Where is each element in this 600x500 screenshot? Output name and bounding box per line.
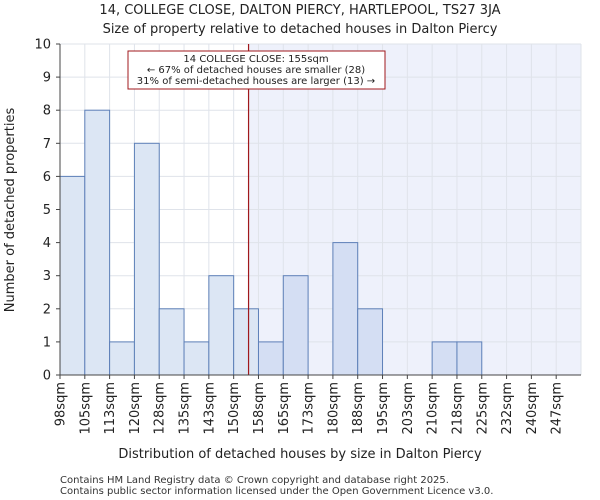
y-tick-label: 2 (43, 302, 51, 317)
annotation-border (127, 50, 386, 90)
x-tick-label: 165sqm (277, 382, 292, 435)
bar-120sqm (133, 142, 160, 376)
annotation-box: 14 COLLEGE CLOSE: 155sqm ← 67% of detach… (127, 50, 386, 90)
bar-143sqm (208, 275, 235, 376)
x-tick-label: 150sqm (227, 382, 242, 435)
bar-210sqm (431, 341, 458, 376)
bar-165sqm (282, 275, 309, 376)
x-tick-label: 218sqm (450, 382, 465, 435)
x-tick-labels: 98sqm 105sqm 113sqm 120sqm 128sqm 135sqm 143sq… (54, 375, 565, 435)
x-tick-label: 203sqm (401, 382, 416, 435)
x-tick-label: 105sqm (78, 382, 93, 435)
bar-158sqm (257, 341, 284, 376)
y-tick-label: 0 (43, 369, 51, 384)
x-axis-label: Distribution of detached houses by size … (118, 447, 482, 462)
x-tick-label: 180sqm (326, 382, 341, 435)
x-tick-label: 158sqm (252, 382, 267, 435)
x-tick-label: 247sqm (550, 382, 565, 435)
y-tick-label: 10 (34, 38, 51, 53)
bar-113sqm (109, 341, 135, 376)
annotation-line-3: 31% of semi-detached houses are larger (… (137, 76, 375, 87)
x-tick-label: 240sqm (525, 382, 540, 435)
bar-150sqm (233, 308, 259, 376)
x-tick-label: 225sqm (475, 382, 490, 435)
bar-105sqm (84, 109, 111, 376)
annotation-line-1: 14 COLLEGE CLOSE: 155sqm (183, 54, 328, 65)
bars (59, 109, 483, 376)
y-tick-label: 1 (43, 335, 51, 350)
y-tick-label: 4 (43, 236, 51, 251)
x-tick-label: 98sqm (54, 382, 69, 426)
chart-subtitle: Size of property relative to detached ho… (103, 22, 498, 37)
bar-135sqm (183, 341, 210, 376)
bar-218sqm (456, 341, 483, 376)
x-tick-label: 188sqm (351, 382, 366, 435)
annotation-line-2: ← 67% of detached houses are smaller (28… (147, 65, 365, 76)
chart-title: 14, COLLEGE CLOSE, DALTON PIERCY, HARTLE… (99, 3, 500, 18)
bar-180sqm (332, 242, 359, 376)
x-tick-label: 143sqm (202, 382, 217, 435)
x-tick-label: 113sqm (103, 382, 118, 435)
y-tick-label: 5 (43, 203, 51, 218)
y-axis-label: Number of detached properties (3, 108, 18, 313)
bar-98sqm (59, 175, 86, 376)
y-tick-labels: 0 1 2 3 4 5 6 7 8 9 10 (34, 38, 60, 384)
footer-line-1: Contains HM Land Registry data © Crown c… (60, 475, 449, 486)
x-tick-label: 135sqm (178, 382, 193, 435)
footer-line-2: Contains public sector information licen… (60, 486, 493, 497)
bar-128sqm (158, 308, 185, 376)
y-tick-label: 3 (43, 269, 51, 284)
y-tick-label: 9 (43, 71, 51, 86)
y-tick-label: 8 (43, 104, 51, 119)
y-tick-label: 7 (43, 137, 51, 152)
x-tick-label: 120sqm (128, 382, 143, 435)
x-tick-label: 173sqm (302, 382, 317, 435)
x-tick-label: 210sqm (426, 382, 441, 435)
x-tick-label: 128sqm (153, 382, 168, 435)
x-tick-label: 195sqm (376, 382, 391, 435)
bar-188sqm (357, 308, 384, 376)
x-tick-label: 232sqm (500, 382, 515, 435)
y-tick-label: 6 (43, 170, 51, 185)
